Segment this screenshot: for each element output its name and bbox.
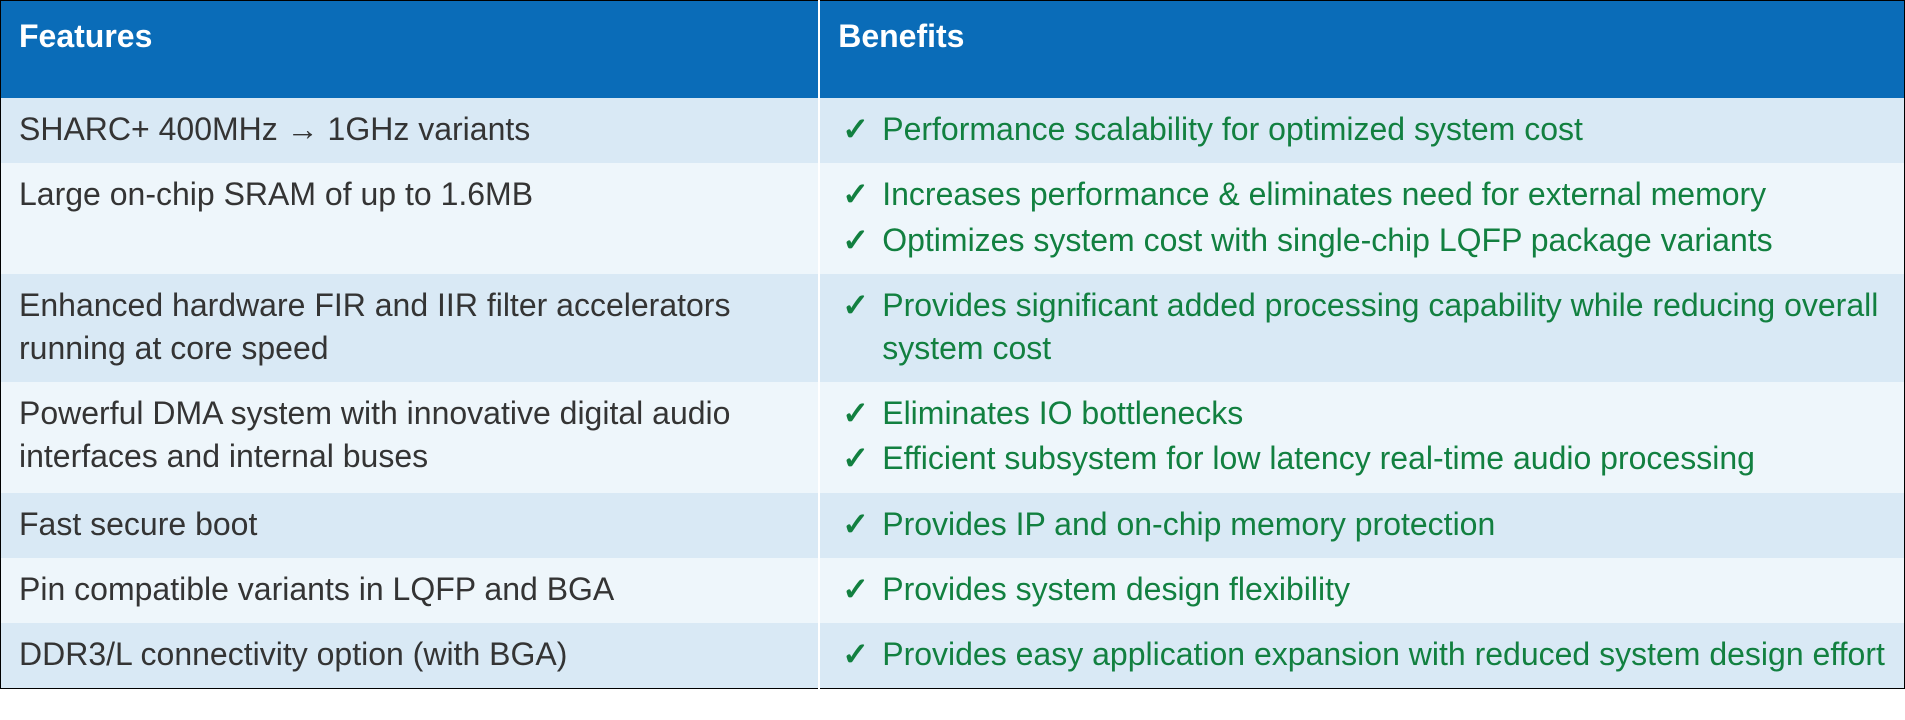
benefits-cell: Provides significant added processing ca… [819,274,1904,382]
feature-cell: DDR3/L connectivity option (with BGA) [1,623,820,689]
benefit-item: Performance scalability for optimized sy… [838,108,1886,151]
benefits-cell: Eliminates IO bottlenecksEfficient subsy… [819,382,1904,492]
benefit-item: Optimizes system cost with single-chip L… [838,219,1886,262]
table-row: SHARC+ 400MHz → 1GHz variants Performance… [1,98,1905,163]
benefit-list: Provides IP and on-chip memory protectio… [838,503,1886,546]
benefit-item: Provides IP and on-chip memory protectio… [838,503,1886,546]
benefits-cell: Provides easy application expansion with… [819,623,1904,689]
benefit-item: Provides easy application expansion with… [838,633,1886,676]
benefit-list: Eliminates IO bottlenecksEfficient subsy… [838,392,1886,480]
benefit-item: Increases performance & eliminates need … [838,173,1886,216]
benefits-cell: Increases performance & eliminates need … [819,163,1904,273]
table-row: Large on-chip SRAM of up to 1.6MB Increas… [1,163,1905,273]
benefits-cell: Provides system design flexibility [819,558,1904,623]
feature-cell: Pin compatible variants in LQFP and BGA [1,558,820,623]
feature-cell: Large on-chip SRAM of up to 1.6MB [1,163,820,273]
benefit-list: Provides system design flexibility [838,568,1886,611]
table-header-row: Features Benefits [1,1,1905,99]
table-row: Powerful DMA system with innovative digi… [1,382,1905,492]
table-row: Pin compatible variants in LQFP and BGA P… [1,558,1905,623]
table-row: Fast secure boot Provides IP and on-chip … [1,493,1905,558]
benefit-list: Performance scalability for optimized sy… [838,108,1886,151]
table-row: DDR3/L connectivity option (with BGA) Pro… [1,623,1905,689]
benefit-item: Efficient subsystem for low latency real… [838,437,1886,480]
benefits-cell: Performance scalability for optimized sy… [819,98,1904,163]
feature-cell: Fast secure boot [1,493,820,558]
benefit-item: Provides system design flexibility [838,568,1886,611]
benefit-list: Provides easy application expansion with… [838,633,1886,676]
benefit-item: Eliminates IO bottlenecks [838,392,1886,435]
feature-cell: SHARC+ 400MHz → 1GHz variants [1,98,820,163]
benefit-list: Provides significant added processing ca… [838,284,1886,370]
column-header-features: Features [1,1,820,99]
features-benefits-table: Features Benefits SHARC+ 400MHz → 1GHz v… [0,0,1905,689]
benefits-cell: Provides IP and on-chip memory protectio… [819,493,1904,558]
feature-cell: Powerful DMA system with innovative digi… [1,382,820,492]
benefit-list: Increases performance & eliminates need … [838,173,1886,261]
feature-cell: Enhanced hardware FIR and IIR filter acc… [1,274,820,382]
table-row: Enhanced hardware FIR and IIR filter acc… [1,274,1905,382]
benefit-item: Provides significant added processing ca… [838,284,1886,370]
table-body: SHARC+ 400MHz → 1GHz variants Performance… [1,98,1905,688]
column-header-benefits: Benefits [819,1,1904,99]
